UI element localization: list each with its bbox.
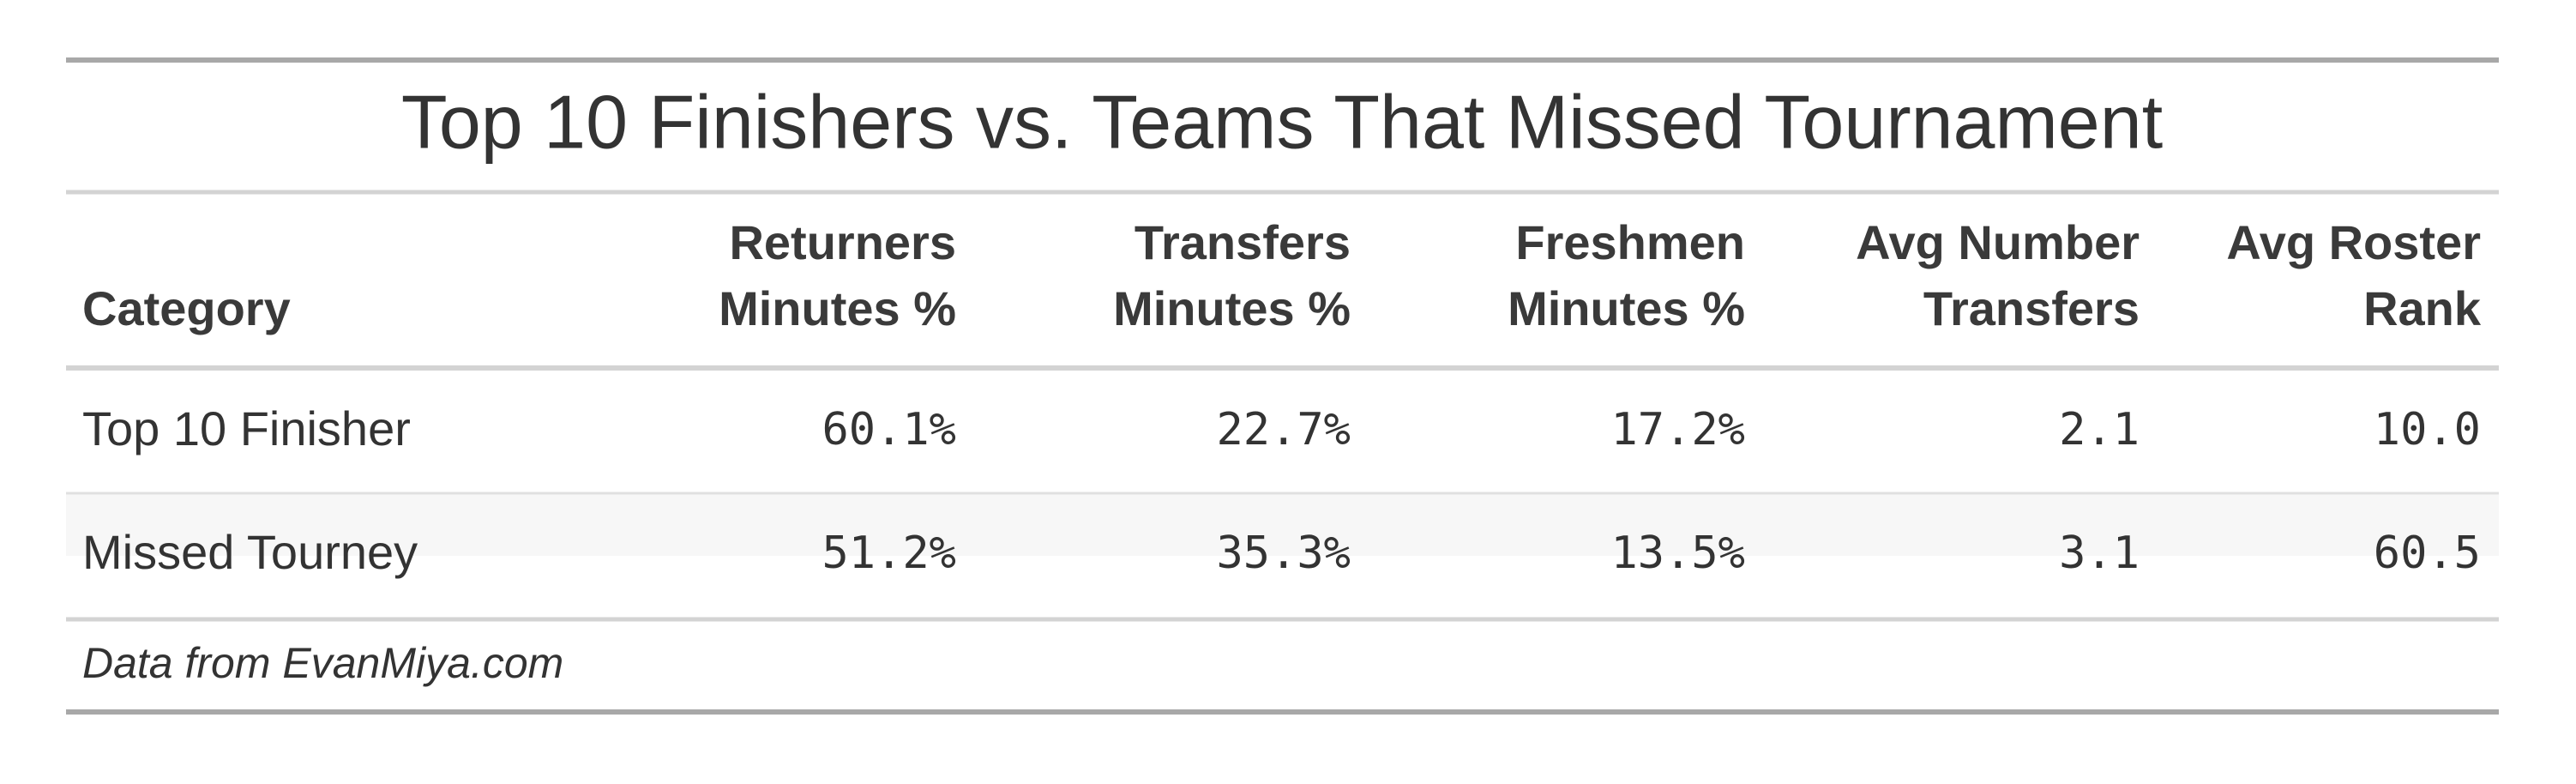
column-header: Minutes % xyxy=(719,281,956,335)
column-header: Transfers xyxy=(1923,281,2140,335)
column-header: Avg Roster xyxy=(2226,215,2481,269)
column-header: Rank xyxy=(2363,281,2482,335)
table-title: Top 10 Finishers vs. Teams That Missed T… xyxy=(401,79,2163,164)
column-header: Returners xyxy=(729,215,956,269)
cell-value: 10.0 xyxy=(2374,404,2481,455)
cell-value: 22.7% xyxy=(1216,404,1351,455)
cell-value: 35.3% xyxy=(1216,528,1351,579)
footnote: Data from EvanMiya.com xyxy=(82,639,563,687)
cell-value: 51.2% xyxy=(822,528,956,579)
column-header: Avg Number xyxy=(1856,215,2140,269)
cell-value: 3.1 xyxy=(2059,528,2140,579)
cell-value: 60.5 xyxy=(2374,528,2481,579)
column-header: Minutes % xyxy=(1508,281,1745,335)
cell-value: 17.2% xyxy=(1610,404,1745,455)
cell-value: 13.5% xyxy=(1610,528,1745,579)
column-header: Minutes % xyxy=(1113,281,1351,335)
row-label: Missed Tourney xyxy=(82,525,418,579)
column-header: Freshmen xyxy=(1515,215,1745,269)
column-header: Transfers xyxy=(1135,215,1351,269)
cell-value: 2.1 xyxy=(2059,404,2140,455)
cell-value: 60.1% xyxy=(822,404,956,455)
row-label: Top 10 Finisher xyxy=(82,401,411,455)
column-header: Category xyxy=(82,281,291,335)
row-band xyxy=(66,494,2499,556)
